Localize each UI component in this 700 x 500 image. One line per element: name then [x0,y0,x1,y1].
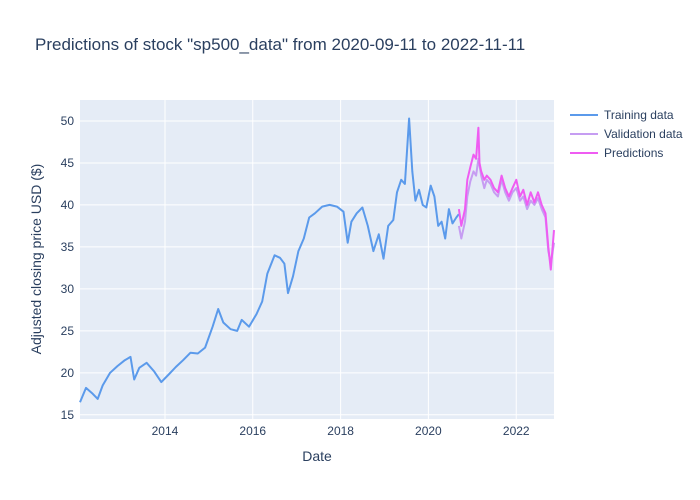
y-tick-label: 25 [61,324,75,338]
legend: Training data Validation data Predictions [570,108,683,160]
series-layer [79,117,555,403]
x-tick-label: 2020 [415,424,442,438]
chart-title: Predictions of stock "sp500_data" from 2… [35,35,525,54]
grid [80,100,554,419]
plot-background [80,100,554,419]
x-tick-label: 2016 [239,424,266,438]
legend-label: Validation data [604,127,683,141]
x-axis-title: Date [302,448,332,464]
y-tick-label: 50 [61,114,75,128]
x-tick-label: 2022 [503,424,530,438]
x-tick-label: 2014 [152,424,179,438]
series-line-1 [457,157,555,265]
x-axis-ticks: 2014 2016 2018 2020 2022 [152,424,530,438]
y-tick-label: 45 [61,156,75,170]
y-tick-label: 40 [61,198,75,212]
y-tick-label: 15 [61,408,75,422]
y-tick-label: 30 [61,282,75,296]
y-axis-ticks: 15 20 25 30 35 40 45 50 [61,114,75,422]
x-tick-label: 2018 [327,424,354,438]
y-axis-title: Adjusted closing price USD ($) [28,164,44,355]
y-tick-label: 35 [61,240,75,254]
legend-label: Training data [604,108,674,122]
series-line-2 [457,126,555,271]
y-tick-label: 20 [61,366,75,380]
legend-label: Predictions [604,146,663,160]
series-line-0 [79,117,460,403]
